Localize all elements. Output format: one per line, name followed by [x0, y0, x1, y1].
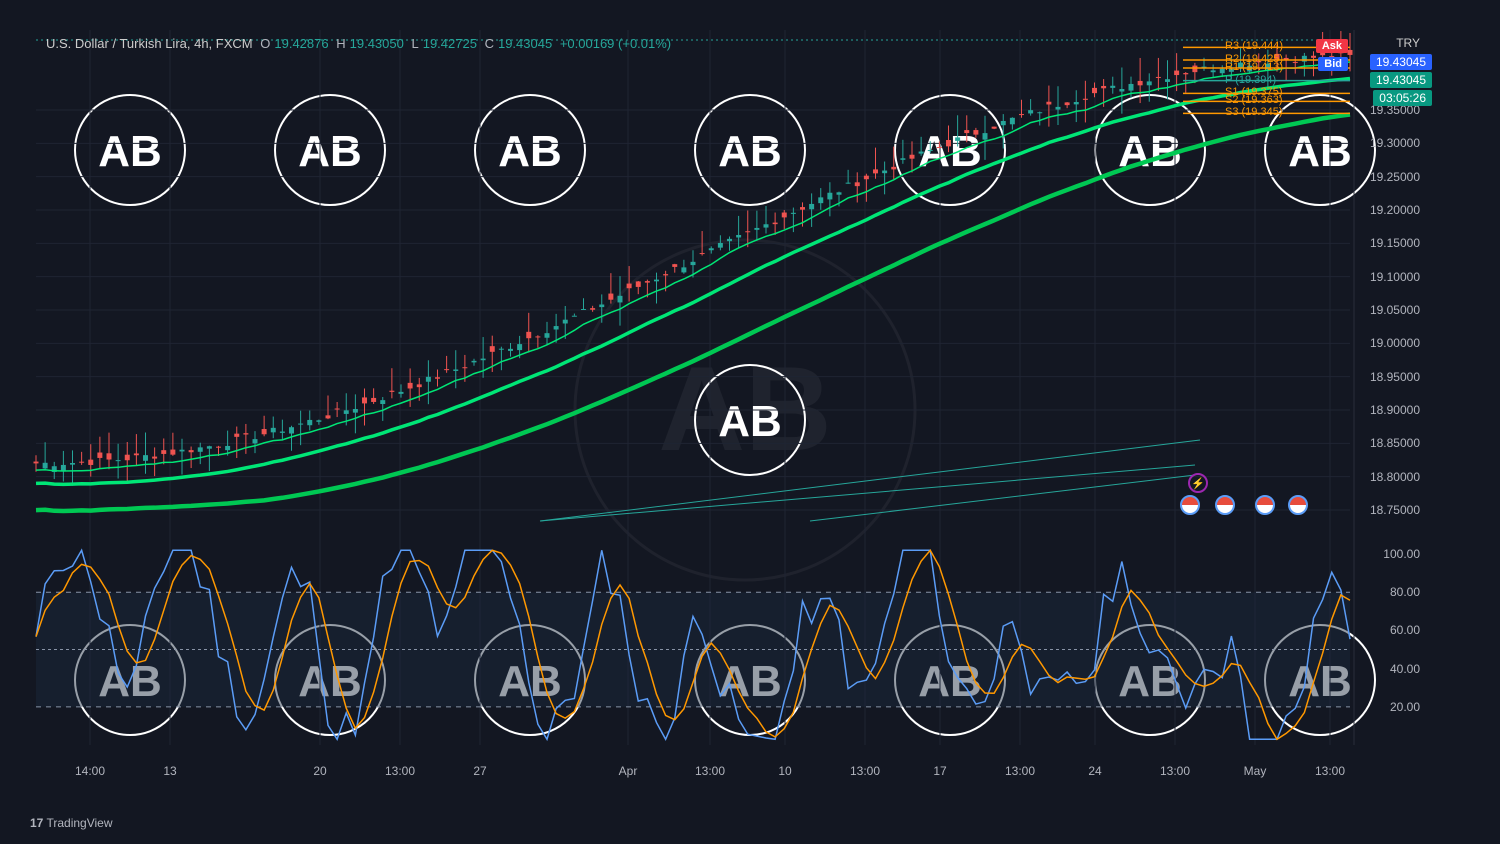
x-tick: 13:00: [1160, 764, 1190, 778]
x-tick: 24: [1088, 764, 1101, 778]
ohlc-o-label: O: [260, 36, 270, 51]
x-tick: 13:00: [850, 764, 880, 778]
x-tick: 13:00: [385, 764, 415, 778]
price-tick: 18.80000: [1350, 470, 1420, 484]
x-tick: 20: [313, 764, 326, 778]
event-flag[interactable]: [1215, 495, 1235, 515]
price-tick: 19.15000: [1350, 236, 1420, 250]
x-tick: 13:00: [1005, 764, 1035, 778]
x-tick: 13:00: [1315, 764, 1345, 778]
ohlc-l-value: 19.42725: [423, 36, 477, 51]
oscillator-tick: 20.00: [1360, 700, 1420, 714]
ask-badge: Ask: [1316, 38, 1348, 53]
pivot-label-r1: R1 (19.413): [1225, 61, 1283, 73]
ohlc-c-label: C: [485, 36, 494, 51]
price-tick: 18.75000: [1350, 503, 1420, 517]
ohlc-o-value: 19.42876: [274, 36, 328, 51]
event-flag[interactable]: [1180, 495, 1200, 515]
ohlc-l-label: L: [411, 36, 418, 51]
main-chart[interactable]: ⚡: [0, 0, 1500, 844]
price-tick: 18.85000: [1350, 436, 1420, 450]
price-tick: 18.90000: [1350, 403, 1420, 417]
pivot-label-s2: S2 (19.363): [1225, 94, 1282, 106]
ohlc-h-value: 19.43050: [350, 36, 404, 51]
svg-text:⚡: ⚡: [1191, 477, 1205, 490]
symbol-legend: U.S. Dollar / Turkish Lira, 4h, FXCM O 19…: [46, 36, 675, 51]
countdown-box: 03:05:26: [1373, 90, 1432, 106]
price-tick: 19.20000: [1350, 203, 1420, 217]
oscillator-tick: 100.00: [1360, 547, 1420, 561]
oscillator-tick: 80.00: [1360, 585, 1420, 599]
price-tick: 19.00000: [1350, 336, 1420, 350]
x-tick: Apr: [619, 764, 638, 778]
symbol-name: U.S. Dollar / Turkish Lira, 4h, FXCM: [46, 36, 253, 51]
price-tick: 19.30000: [1350, 136, 1420, 150]
x-tick: 14:00: [75, 764, 105, 778]
quote-currency: TRY: [1360, 36, 1420, 50]
ohlc-change: +0.00169 (+0.01%): [560, 36, 671, 51]
bid-badge: Bid: [1318, 56, 1348, 71]
pivot-label-p: P (19.394): [1225, 74, 1276, 86]
event-flag[interactable]: [1288, 495, 1308, 515]
tradingview-logo[interactable]: 17 TradingView: [30, 816, 113, 830]
price-tick: 18.95000: [1350, 370, 1420, 384]
x-tick: May: [1244, 764, 1267, 778]
x-tick: 13: [163, 764, 176, 778]
event-flag[interactable]: [1255, 495, 1275, 515]
x-tick: 17: [933, 764, 946, 778]
bid-price-box: 19.43045: [1370, 54, 1432, 70]
x-tick: 27: [473, 764, 486, 778]
ohlc-h-label: H: [336, 36, 345, 51]
price-tick: 19.25000: [1350, 170, 1420, 184]
oscillator-tick: 60.00: [1360, 623, 1420, 637]
x-tick: 10: [778, 764, 791, 778]
pivot-label-s3: S3 (19.345): [1225, 106, 1282, 118]
x-tick: 13:00: [695, 764, 725, 778]
price-tick: 19.10000: [1350, 270, 1420, 284]
oscillator-tick: 40.00: [1360, 662, 1420, 676]
price-tick: 19.05000: [1350, 303, 1420, 317]
pivot-label-r3: R3 (19.444): [1225, 40, 1283, 52]
ohlc-c-value: 19.43045: [498, 36, 552, 51]
chart-root: ABABABABABABABABABABABABABABABAB ⚡ U.S. …: [0, 0, 1500, 844]
last-price-box: 19.43045: [1370, 72, 1432, 88]
